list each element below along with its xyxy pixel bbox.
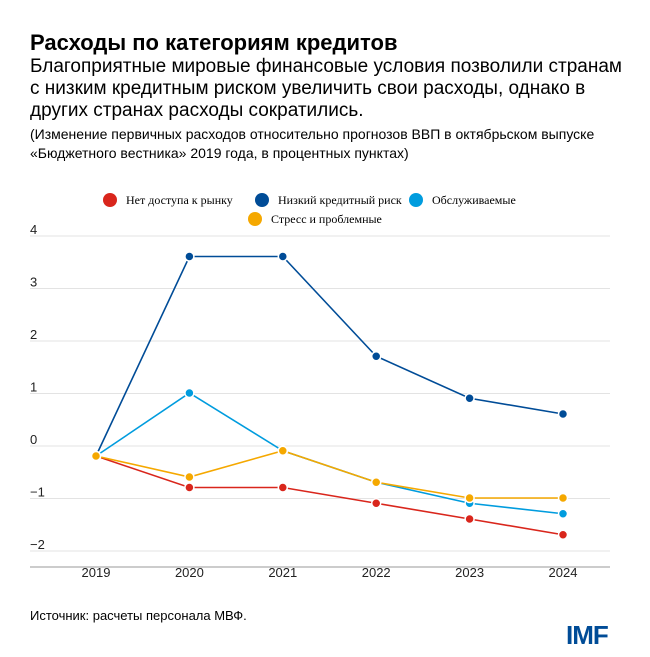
legend-label: Низкий кредитный риск <box>278 193 402 207</box>
x-tick-label: 2023 <box>455 565 484 580</box>
data-point <box>557 529 569 540</box>
legend-marker <box>103 193 117 207</box>
y-tick-label: 1 <box>30 380 37 395</box>
x-tick-label: 2022 <box>362 565 391 580</box>
line-chart: 4 3 2 1 0 −1 −2 2019 2020 2021 2022 2023 2024 Нет дос… <box>30 193 610 580</box>
data-point <box>370 498 382 509</box>
chart-subtitle: Благоприятные мировые финансовые условия… <box>30 56 622 121</box>
data-point <box>370 477 382 488</box>
legend-marker <box>255 193 269 207</box>
x-tick-label: 2021 <box>268 565 297 580</box>
legend-marker <box>248 212 262 226</box>
data-point <box>184 387 195 399</box>
data-point <box>464 513 475 525</box>
data-point <box>277 251 289 262</box>
data-point <box>557 508 569 519</box>
legend-label: Стресс и проблемные <box>271 212 382 226</box>
legend-label: Обслуживаемые <box>432 193 516 207</box>
series-line <box>95 455 564 536</box>
data-point <box>277 482 289 493</box>
x-tick-label: 2019 <box>82 565 111 580</box>
imf-logo: IMF <box>566 620 609 650</box>
chart-note: (Изменение первичных расходов относитель… <box>30 126 595 161</box>
data-point <box>557 408 569 420</box>
source-note: Источник: расчеты персонала МВФ. <box>30 608 247 623</box>
data-point <box>184 482 195 493</box>
y-tick-label: 3 <box>30 275 37 290</box>
data-point <box>464 393 475 404</box>
data-point <box>464 492 475 504</box>
y-tick-label: 0 <box>30 432 37 447</box>
legend-marker <box>409 193 423 207</box>
x-tick-label: 2020 <box>175 565 204 580</box>
series-line <box>95 255 564 457</box>
y-tick-label: 4 <box>30 222 37 237</box>
data-point <box>557 492 569 504</box>
data-point <box>184 251 195 262</box>
data-point <box>370 351 382 362</box>
data-point <box>184 471 195 483</box>
chart-title: Расходы по категориям кредитов <box>30 30 398 55</box>
legend-label: Нет доступа к рынку <box>126 193 233 207</box>
x-tick-label: 2024 <box>549 565 578 580</box>
data-point <box>277 445 289 456</box>
series-line <box>95 449 563 499</box>
data-point <box>90 450 102 462</box>
y-tick-label: −1 <box>30 485 45 500</box>
y-tick-label: −2 <box>30 537 45 552</box>
y-tick-label: 2 <box>30 327 37 342</box>
